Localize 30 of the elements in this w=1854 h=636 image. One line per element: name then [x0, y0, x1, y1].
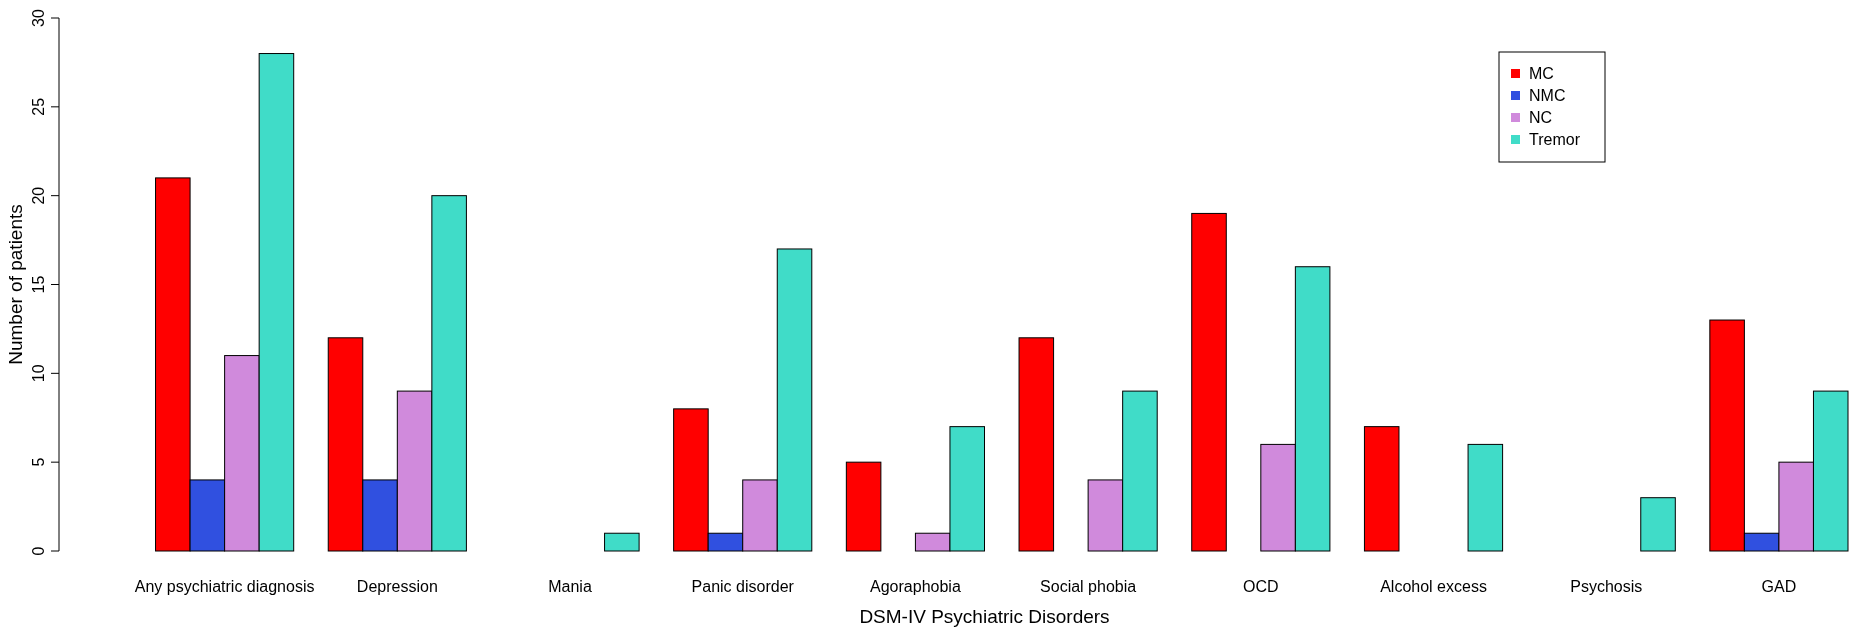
x-tick-label: GAD: [1761, 578, 1797, 595]
x-tick-label: Mania: [548, 578, 592, 595]
legend-label: Tremor: [1529, 131, 1581, 148]
x-tick-label: Social phobia: [1040, 578, 1137, 595]
bar: [1018, 337, 1055, 552]
y-axis-title: Number of patients: [5, 204, 26, 365]
legend-label: NMC: [1529, 87, 1566, 104]
y-tick-label: 0: [30, 546, 47, 556]
y-tick-label: 25: [30, 97, 47, 116]
bar: [845, 461, 882, 552]
bar: [604, 532, 640, 552]
x-tick-label: Panic disorder: [691, 578, 795, 595]
x-tick-label: Alcohol excess: [1380, 578, 1487, 595]
x-tick-label: OCD: [1243, 578, 1279, 595]
legend-label: MC: [1529, 65, 1554, 82]
x-axis-title: DSM-IV Psychiatric Disorders: [859, 606, 1110, 627]
legend-label: NC: [1529, 109, 1553, 126]
bar: [1467, 443, 1504, 552]
y-tick-label: 20: [30, 186, 47, 205]
bar: [1363, 426, 1400, 552]
x-tick-label: Psychosis: [1570, 578, 1643, 595]
y-tick-label: 10: [30, 364, 47, 383]
y-tick-label: 5: [30, 457, 47, 467]
bar: [1191, 212, 1227, 552]
x-tick-label: Depression: [356, 578, 438, 595]
y-tick-label: 15: [30, 275, 47, 294]
x-tick-label: Agoraphobia: [870, 578, 961, 595]
x-tick-label: Any psychiatric diagnosis: [134, 578, 315, 595]
y-tick-label: 30: [30, 9, 47, 27]
bar: [1640, 497, 1676, 552]
